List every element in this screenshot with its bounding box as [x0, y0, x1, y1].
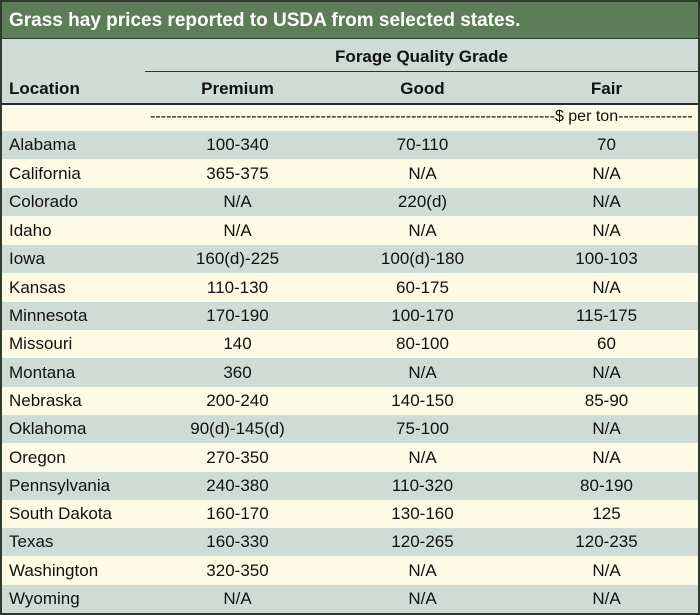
fair-price-cell: 80-190: [580, 476, 633, 495]
location-cell: Wyoming: [9, 589, 80, 608]
premium-price-cell: 270-350: [206, 447, 269, 467]
table-row: Idaho N/A N/A N/A: [2, 216, 698, 245]
location-cell: Alabama: [9, 135, 77, 154]
good-column-header: Good: [400, 79, 445, 98]
location-cell: Texas: [9, 532, 54, 551]
units-label: $ per ton: [150, 108, 693, 126]
good-price-cell: 80-100: [396, 334, 449, 353]
good-price-cell: 140-150: [391, 391, 454, 410]
premium-price-cell: 360: [223, 362, 252, 382]
premium-price-cell: 160-330: [206, 532, 269, 551]
fair-price-cell: 125: [592, 504, 621, 523]
fair-price-cell: N/A: [592, 220, 621, 240]
table-row: Nebraska 200-240 140-150 85-90: [2, 387, 698, 415]
premium-column-header: Premium: [201, 79, 274, 98]
fair-price-cell: N/A: [592, 163, 621, 183]
premium-price-cell: 170-190: [206, 306, 269, 325]
good-price-cell: N/A: [408, 362, 437, 382]
location-column-header: Location: [9, 79, 80, 98]
fair-price-cell: 115-175: [575, 306, 638, 325]
fair-price-cell: N/A: [592, 277, 621, 297]
location-cell: Iowa: [9, 249, 45, 268]
good-price-cell: 120-265: [391, 532, 454, 551]
premium-price-cell: 110-130: [206, 277, 269, 297]
fair-price-cell: N/A: [592, 560, 621, 580]
fair-price-cell: 100-103: [575, 249, 638, 268]
table-row: Washington 320-350 N/A N/A: [2, 556, 698, 585]
table-row: Texas 160-330 120-265 120-235: [2, 528, 698, 556]
premium-price-cell: 160(d)-225: [195, 249, 280, 268]
fair-price-cell: 85-90: [584, 391, 629, 410]
forage-quality-grade-header: Forage Quality Grade: [335, 47, 508, 66]
fair-price-cell: N/A: [592, 419, 621, 438]
good-price-cell: N/A: [408, 220, 437, 240]
table-row: California 365-375 N/A N/A: [2, 159, 698, 188]
premium-price-cell: 90(d)-145(d): [190, 419, 285, 438]
fair-price-cell: N/A: [592, 362, 621, 382]
good-price-cell: 60-175: [396, 277, 449, 297]
table-row: Oklahoma 90(d)-145(d) 75-100 N/A: [2, 415, 698, 443]
table-row: Wyoming N/A N/A N/A: [2, 585, 698, 613]
location-cell: South Dakota: [9, 504, 113, 523]
location-cell: Oklahoma: [9, 419, 87, 438]
table-row: Colorado N/A 220(d) N/A: [2, 188, 698, 216]
good-price-cell: N/A: [408, 447, 437, 467]
header-rule: [2, 103, 698, 105]
location-cell: Colorado: [9, 192, 78, 211]
fair-price-cell: 70: [597, 135, 616, 154]
premium-price-cell: 140: [223, 334, 252, 353]
premium-price-cell: 200-240: [206, 391, 269, 410]
good-price-cell: 110-320: [391, 476, 454, 495]
table-row: Montana 360 N/A N/A: [2, 358, 698, 387]
premium-price-cell: N/A: [223, 589, 252, 608]
premium-price-cell: 320-350: [206, 560, 269, 580]
table-row: Alabama 100-340 70-110 70: [2, 131, 698, 159]
location-cell: Missouri: [9, 334, 73, 353]
location-cell: Oregon: [9, 447, 66, 467]
fair-price-cell: N/A: [592, 192, 621, 211]
premium-price-cell: N/A: [223, 192, 252, 211]
good-price-cell: 100(d)-180: [380, 249, 465, 268]
good-price-cell: 75-100: [396, 419, 449, 438]
location-cell: Kansas: [9, 277, 66, 297]
fair-column-header: Fair: [590, 79, 623, 98]
good-price-cell: 100-170: [391, 306, 454, 325]
header-divider: [145, 71, 698, 72]
good-price-cell: N/A: [408, 589, 437, 608]
location-cell: Nebraska: [9, 391, 82, 410]
table-row: Pennsylvania 240-380 110-320 80-190: [2, 472, 698, 500]
premium-price-cell: N/A: [223, 220, 252, 240]
table-title: Grass hay prices reported to USDA from s…: [2, 2, 698, 39]
table-row: Iowa 160(d)-225 100(d)-180 100-103: [2, 245, 698, 273]
location-cell: California: [9, 163, 81, 183]
good-price-cell: 220(d): [397, 192, 448, 211]
fair-price-cell: 120-235: [575, 532, 638, 551]
premium-price-cell: 240-380: [206, 476, 269, 495]
fair-price-cell: N/A: [592, 447, 621, 467]
table-row: Kansas 110-130 60-175 N/A: [2, 273, 698, 302]
table-row: Oregon 270-350 N/A N/A: [2, 443, 698, 472]
good-price-cell: 130-160: [391, 504, 454, 523]
location-cell: Pennsylvania: [9, 476, 111, 495]
location-cell: Idaho: [9, 220, 52, 240]
good-price-cell: 70-110: [396, 135, 449, 154]
good-price-cell: N/A: [408, 163, 437, 183]
premium-price-cell: 160-170: [206, 504, 269, 523]
premium-price-cell: 100-340: [206, 135, 269, 154]
table-row: South Dakota 160-170 130-160 125: [2, 500, 698, 528]
location-cell: Washington: [9, 560, 99, 580]
location-cell: Montana: [9, 362, 76, 382]
fair-price-cell: N/A: [592, 589, 621, 608]
location-cell: Minnesota: [9, 306, 88, 325]
table-row: Minnesota 170-190 100-170 115-175: [2, 302, 698, 330]
fair-price-cell: 60: [597, 334, 616, 353]
good-price-cell: N/A: [408, 560, 437, 580]
table-row: Missouri 140 80-100 60: [2, 330, 698, 358]
premium-price-cell: 365-375: [206, 163, 269, 183]
